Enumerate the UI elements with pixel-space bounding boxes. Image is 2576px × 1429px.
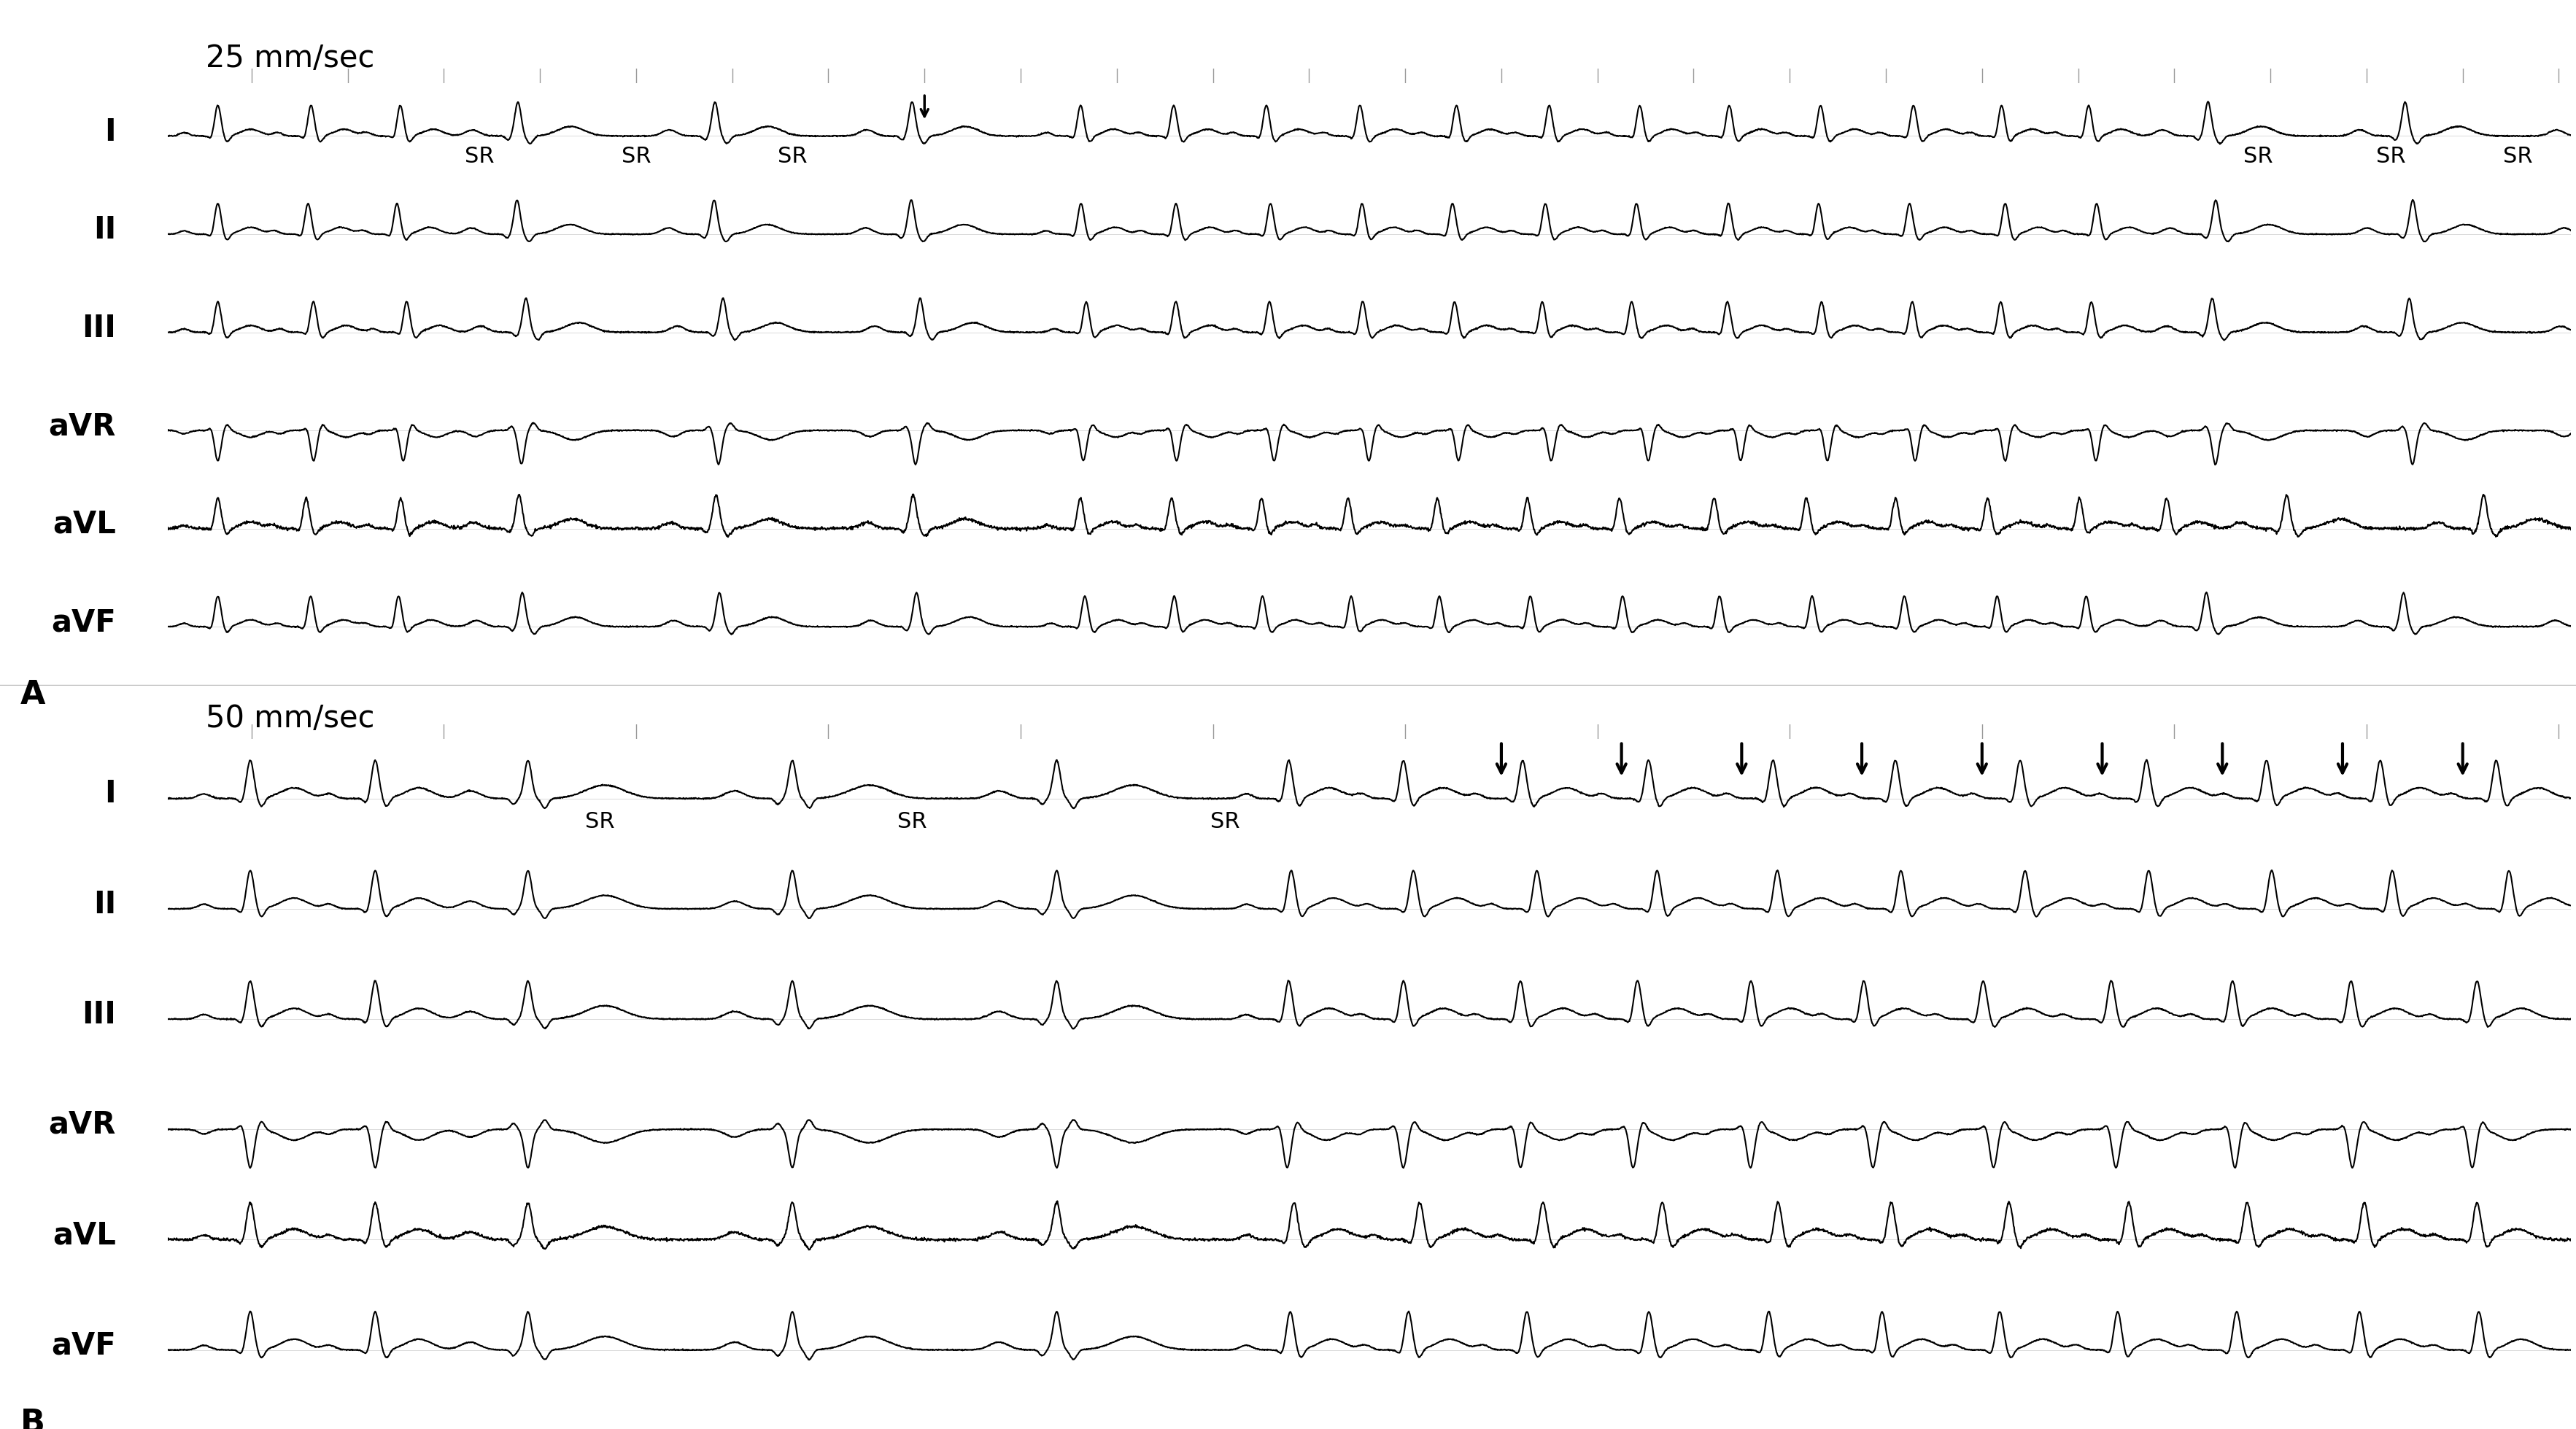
Text: III: III [82,999,116,1030]
Text: SR: SR [2375,146,2406,167]
Text: aVL: aVL [52,509,116,540]
Text: aVL: aVL [52,1220,116,1250]
Text: SR: SR [585,810,616,832]
Text: I: I [106,779,116,809]
Text: B: B [21,1408,46,1429]
Text: II: II [93,214,116,246]
Text: A: A [21,679,46,710]
Text: SR: SR [896,810,927,832]
Text: SR: SR [2244,146,2272,167]
Text: SR: SR [466,146,495,167]
Text: I: I [106,117,116,147]
Text: 25 mm/sec: 25 mm/sec [206,43,376,73]
Text: SR: SR [621,146,652,167]
Text: II: II [93,889,116,919]
Text: 50 mm/sec: 50 mm/sec [206,703,376,733]
Text: SR: SR [2504,146,2532,167]
Text: aVR: aVR [49,412,116,442]
Text: aVF: aVF [52,607,116,637]
Text: SR: SR [1211,810,1239,832]
Text: aVF: aVF [52,1330,116,1360]
Text: SR: SR [778,146,806,167]
Text: aVR: aVR [49,1109,116,1140]
Text: III: III [82,313,116,343]
